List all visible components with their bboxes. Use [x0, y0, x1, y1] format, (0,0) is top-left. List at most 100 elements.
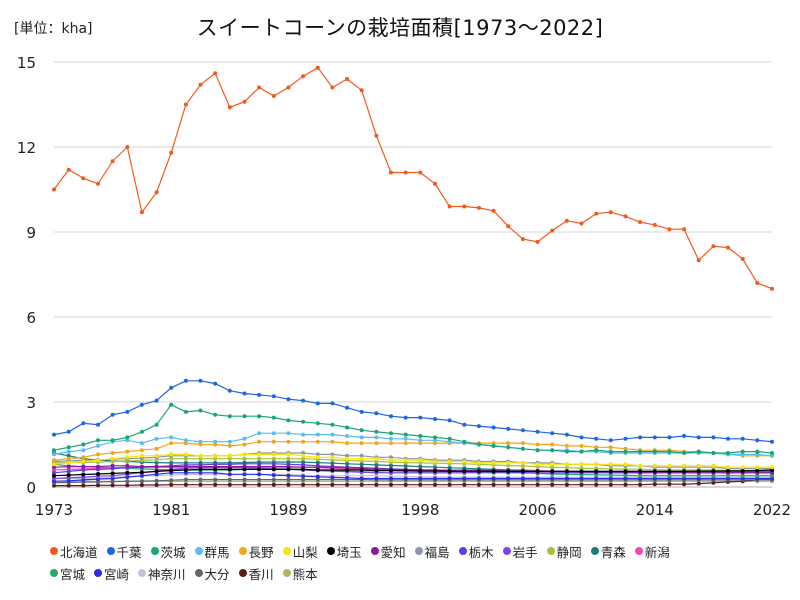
data-point	[96, 467, 100, 472]
data-point	[579, 466, 584, 471]
data-point	[667, 449, 672, 454]
legend-swatch	[194, 569, 203, 577]
data-point	[52, 476, 56, 481]
legend-swatch	[502, 547, 511, 555]
data-point	[169, 460, 174, 465]
data-point	[330, 422, 335, 427]
data-point	[96, 458, 100, 463]
data-point	[740, 436, 745, 441]
data-point	[271, 464, 276, 469]
data-point	[403, 170, 408, 175]
data-point	[476, 476, 481, 481]
data-point	[476, 460, 481, 465]
data-point	[594, 466, 599, 471]
data-point	[330, 482, 335, 487]
data-point	[330, 432, 335, 437]
legend-label: 山梨	[292, 544, 318, 560]
data-point	[81, 442, 86, 447]
data-point	[125, 470, 130, 475]
y-tick-label: 3	[26, 394, 36, 412]
data-point	[506, 482, 511, 487]
data-point	[227, 464, 232, 469]
data-point	[433, 476, 437, 481]
legend-swatch	[150, 547, 159, 555]
data-point	[52, 483, 56, 488]
data-point	[183, 102, 188, 107]
data-point	[359, 409, 364, 414]
data-point	[169, 385, 174, 390]
legend-item: 北海道	[50, 542, 98, 561]
data-point	[110, 476, 115, 481]
series-line	[53, 472, 772, 482]
data-point	[139, 429, 144, 434]
series-line	[53, 465, 772, 474]
legend-item: 神奈川	[138, 564, 186, 583]
data-point	[535, 476, 540, 481]
data-point	[374, 429, 379, 434]
data-point	[271, 482, 276, 487]
data-point	[242, 391, 247, 396]
data-point	[110, 438, 115, 443]
data-point	[257, 431, 262, 436]
data-point	[169, 435, 174, 440]
data-point	[125, 435, 130, 440]
legend-swatch	[238, 569, 247, 577]
data-point	[183, 441, 188, 446]
data-point	[462, 422, 467, 427]
legend-label: 茨城	[160, 544, 186, 560]
y-tick-label: 9	[26, 224, 36, 242]
data-point	[550, 469, 555, 474]
data-point	[652, 469, 657, 474]
data-point	[374, 441, 379, 446]
data-point	[52, 452, 56, 457]
data-point	[667, 435, 672, 440]
data-point	[579, 469, 584, 474]
data-point	[213, 470, 218, 475]
data-point	[564, 218, 569, 223]
data-point	[667, 469, 672, 474]
data-point	[286, 464, 291, 469]
data-point	[682, 482, 687, 487]
legend-item: 宮城	[50, 564, 85, 583]
data-point	[462, 476, 467, 481]
data-point	[726, 436, 730, 441]
data-point	[66, 475, 71, 480]
data-point	[623, 469, 628, 474]
data-point	[125, 449, 130, 454]
data-point	[359, 482, 364, 487]
data-point	[183, 464, 188, 469]
data-point	[66, 453, 71, 458]
data-point	[770, 286, 774, 291]
data-point	[638, 473, 643, 478]
data-point	[198, 378, 203, 383]
data-point	[301, 451, 306, 455]
data-point	[594, 462, 599, 467]
data-point	[594, 448, 599, 453]
data-point	[711, 244, 716, 249]
data-point	[389, 476, 393, 481]
data-point	[418, 438, 423, 443]
data-point	[139, 453, 144, 458]
data-point	[550, 465, 555, 470]
legend-item: 山梨	[282, 542, 318, 561]
data-point	[301, 477, 306, 482]
data-point	[257, 392, 262, 397]
data-point	[315, 401, 320, 406]
data-point	[652, 476, 657, 481]
data-point	[476, 482, 481, 487]
data-point	[315, 465, 320, 470]
x-tick-label: 1973	[35, 501, 73, 519]
data-point	[594, 211, 599, 216]
data-point	[726, 473, 730, 478]
data-point	[198, 482, 203, 487]
data-point	[696, 469, 701, 474]
data-point	[183, 409, 188, 414]
data-point	[389, 414, 393, 419]
data-point	[564, 465, 569, 470]
data-point	[623, 436, 628, 441]
data-point	[418, 476, 423, 481]
data-point	[66, 445, 71, 450]
data-point	[345, 468, 350, 472]
data-point	[52, 473, 56, 478]
data-point	[81, 421, 86, 426]
